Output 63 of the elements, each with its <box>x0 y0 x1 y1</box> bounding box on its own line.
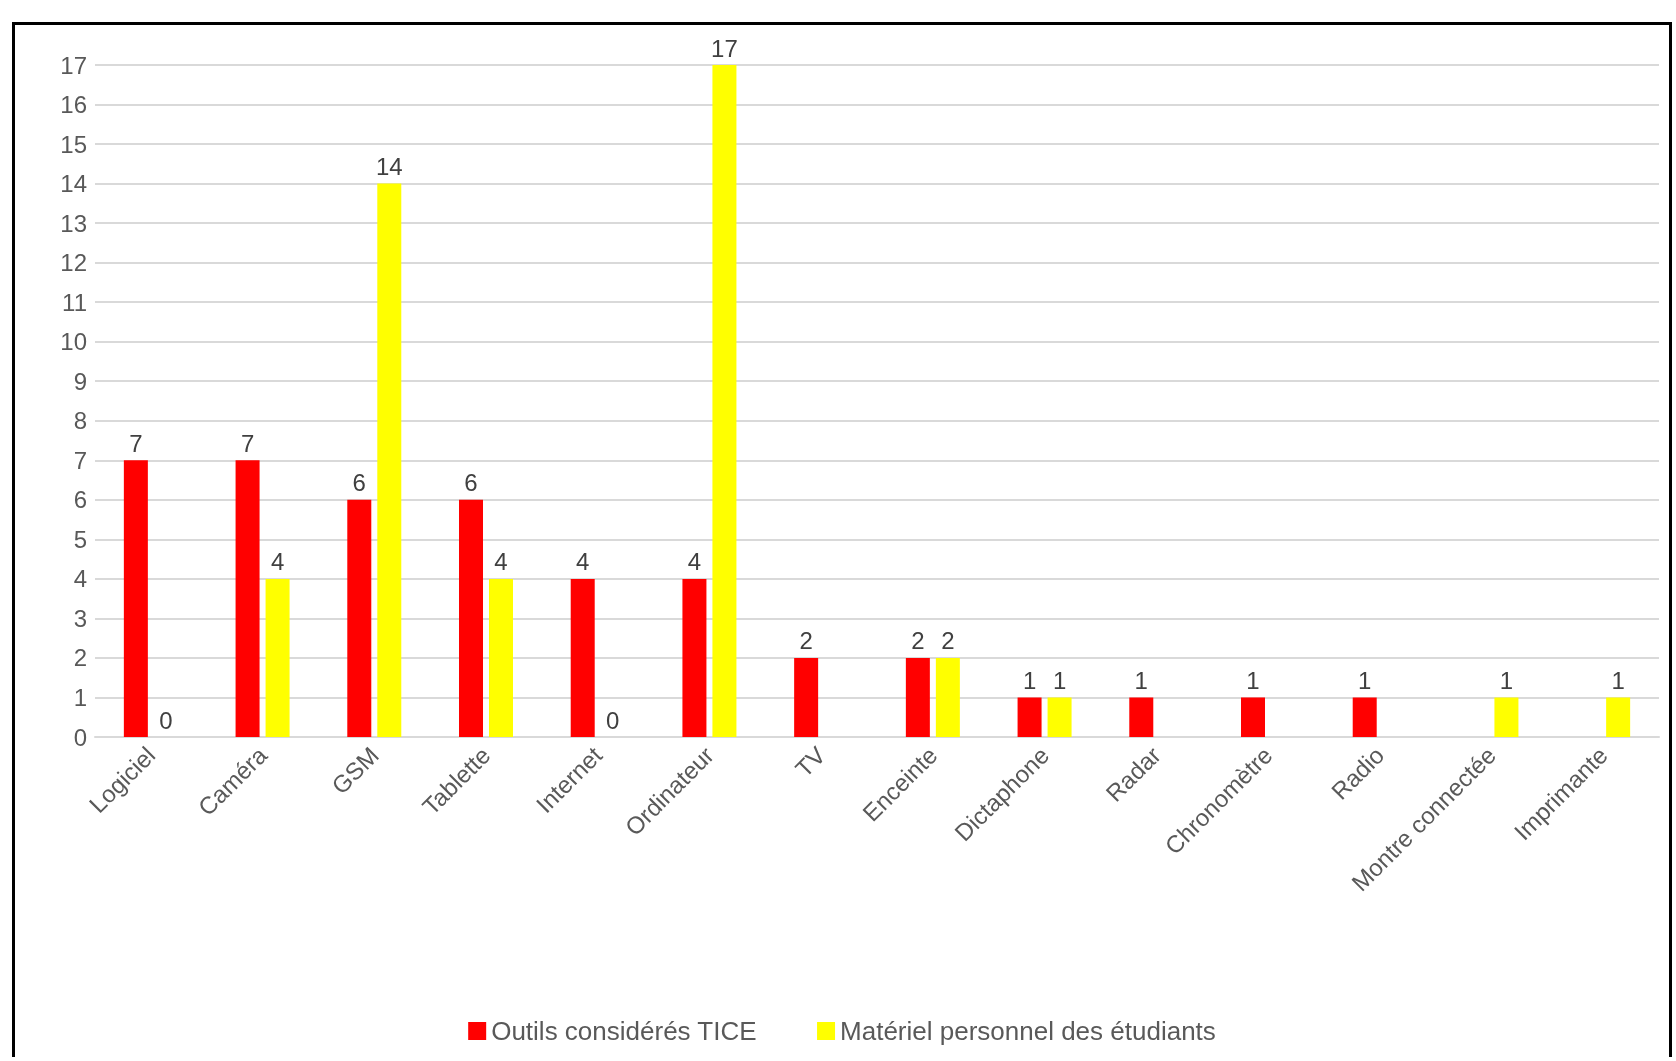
data-label: 1 <box>1358 666 1372 694</box>
data-label: 1 <box>1611 666 1625 694</box>
y-tick-label: 16 <box>60 91 87 119</box>
data-label: 1 <box>1052 666 1067 694</box>
legend-label: Matériel personnel des étudiants <box>840 1016 1216 1046</box>
bar <box>459 499 483 737</box>
bar <box>347 499 372 737</box>
data-label: 1 <box>1134 666 1148 694</box>
bar <box>123 460 148 737</box>
y-tick-label: 0 <box>73 723 87 751</box>
x-tick-label: TV <box>789 741 831 783</box>
y-tick-label: 10 <box>60 328 87 356</box>
data-label: 0 <box>159 706 173 734</box>
bar <box>1494 697 1519 737</box>
data-label: 4 <box>270 548 285 576</box>
data-label: 6 <box>464 469 478 497</box>
y-tick-label: 5 <box>73 525 87 553</box>
data-label: 0 <box>606 706 620 734</box>
y-tick-label: 15 <box>60 130 87 158</box>
y-tick-label: 13 <box>60 209 87 237</box>
bar <box>1606 697 1631 737</box>
data-label: 14 <box>375 153 403 181</box>
bar <box>1352 697 1377 737</box>
bar <box>377 183 402 737</box>
y-tick-label: 1 <box>73 683 87 711</box>
bar <box>1241 697 1265 737</box>
bar <box>682 578 707 737</box>
bar <box>1129 697 1154 737</box>
y-tick-label: 7 <box>73 446 87 474</box>
data-label: 4 <box>576 548 590 576</box>
bar <box>1047 697 1072 737</box>
data-label: 1 <box>1499 666 1514 694</box>
y-tick-label: 4 <box>73 565 87 593</box>
legend-label: Outils considérés TICE <box>491 1016 757 1046</box>
bar <box>712 65 737 737</box>
data-label: 2 <box>941 627 955 655</box>
y-tick-label: 17 <box>60 51 87 79</box>
y-tick-label: 14 <box>60 170 87 198</box>
y-tick-label: 6 <box>73 486 87 514</box>
data-label: 4 <box>494 548 508 576</box>
bar <box>1017 697 1042 737</box>
bar <box>794 657 819 737</box>
data-label: 1 <box>1022 666 1037 694</box>
data-label: 7 <box>129 429 143 457</box>
y-tick-label: 2 <box>73 644 87 672</box>
data-label: 4 <box>687 548 702 576</box>
y-tick-label: 3 <box>73 604 87 632</box>
bar <box>570 578 595 737</box>
bar <box>905 657 930 737</box>
bar <box>489 578 513 737</box>
data-label: 6 <box>352 469 366 497</box>
data-label: 2 <box>911 627 925 655</box>
bar <box>265 578 290 737</box>
data-label: 2 <box>799 627 813 655</box>
bar <box>235 460 260 737</box>
y-tick-label: 9 <box>73 367 87 395</box>
data-label: 7 <box>240 429 255 457</box>
bar <box>935 657 960 737</box>
y-tick-label: 11 <box>62 288 87 316</box>
y-tick-label: 12 <box>60 249 87 277</box>
y-tick-label: 8 <box>73 407 87 435</box>
data-label: 17 <box>711 34 738 62</box>
data-label: 1 <box>1246 666 1260 694</box>
